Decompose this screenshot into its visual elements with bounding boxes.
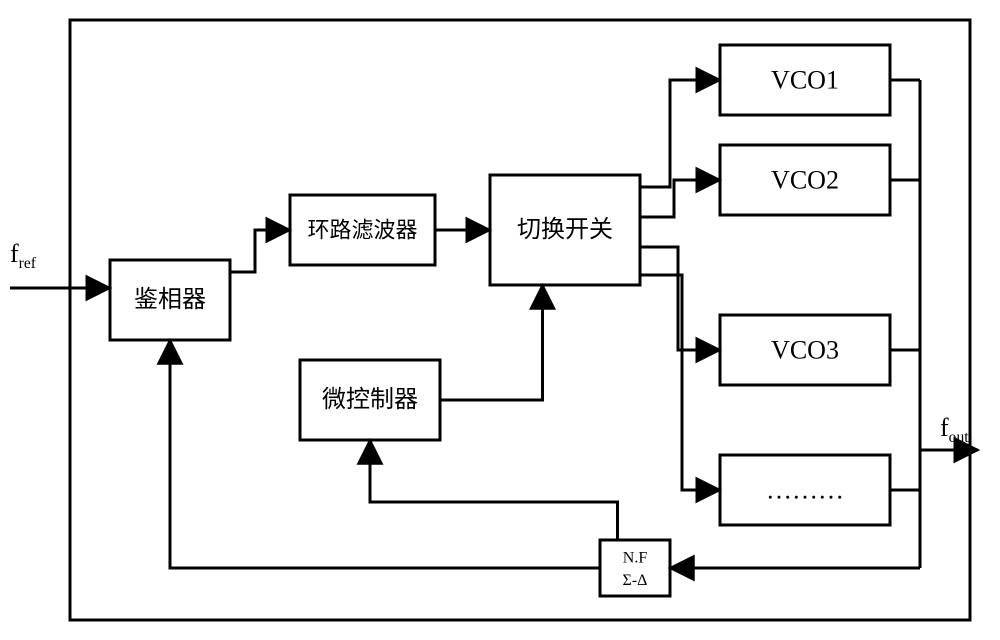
vco3-label: VCO3	[771, 336, 839, 365]
vcoN-label: ………	[766, 476, 844, 505]
vco2-label: VCO2	[771, 166, 839, 195]
wire-pd-to-filter	[230, 230, 290, 272]
divider-label-2: Σ-Δ	[623, 572, 648, 589]
vco1-label: VCO1	[771, 66, 839, 95]
divider-label-1: N.F	[623, 549, 648, 566]
wire-mcu-to-switch	[440, 285, 543, 400]
wire-switch-to-vco4	[640, 275, 720, 490]
wire-divider-to-mcu	[370, 440, 618, 540]
wire-switch-to-vco3	[640, 247, 720, 350]
mcu-label: 微控制器	[322, 386, 418, 413]
switch-label: 切换开关	[517, 216, 613, 243]
label-fout: fout	[940, 413, 969, 446]
phase-detector-label: 鉴相器	[134, 286, 206, 313]
wire-switch-to-vco1	[640, 80, 720, 187]
label-fref: fref	[10, 239, 37, 272]
loop-filter-label: 环路滤波器	[307, 218, 417, 243]
